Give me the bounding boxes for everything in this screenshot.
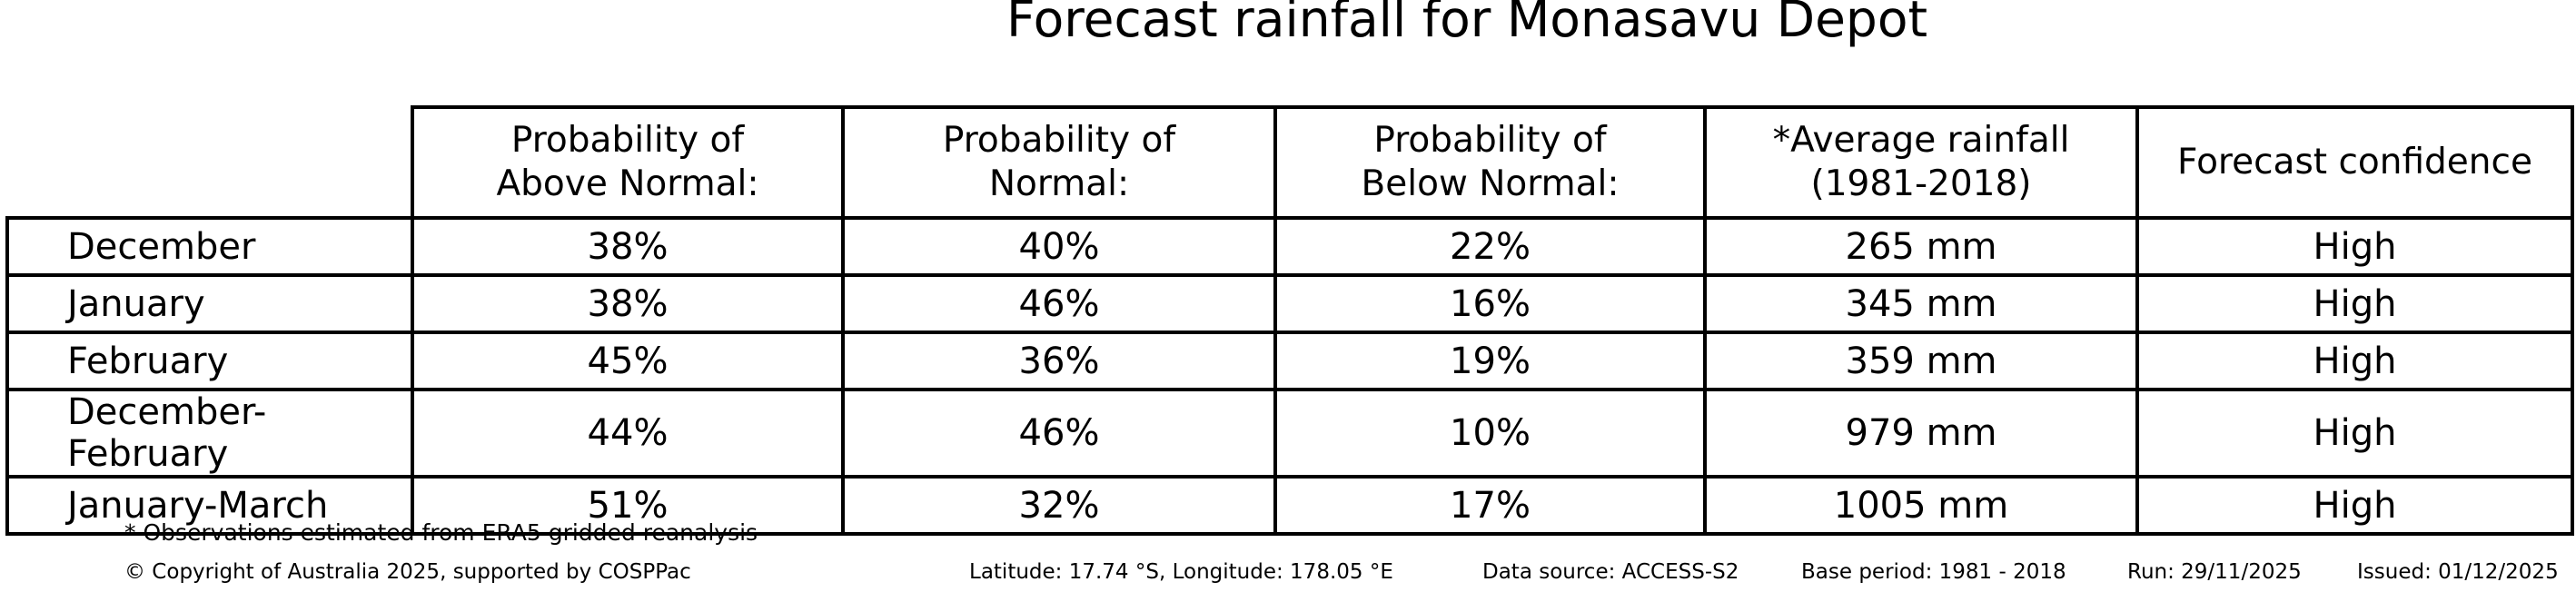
row-header: January-March (5, 475, 414, 536)
table-cell: 17% (1273, 475, 1707, 536)
table-cell: 36% (841, 331, 1277, 391)
table-cell: 38% (411, 216, 845, 277)
table-cell: 1005 mm (1703, 475, 2139, 536)
table-cell: 51% (411, 475, 845, 536)
col-header-below-normal: Probability of Below Normal: (1273, 105, 1707, 220)
corner-cell (7, 107, 412, 218)
table-row: February 45% 36% 19% 359 mm High (5, 331, 2574, 391)
table-cell: 265 mm (1703, 216, 2139, 277)
table-cell: 10% (1273, 388, 1707, 479)
col-header-forecast-confidence: Forecast confidence (2135, 105, 2574, 220)
table-cell: 19% (1273, 331, 1707, 391)
table-cell: 979 mm (1703, 388, 2139, 479)
col-header-normal: Probability of Normal: (841, 105, 1277, 220)
row-header: February (5, 331, 414, 391)
forecast-table: Probability of Above Normal: Probability… (5, 105, 2574, 536)
table-cell: 46% (841, 388, 1277, 479)
table-cell: 359 mm (1703, 331, 2139, 391)
row-header: January (5, 273, 414, 334)
table-cell: High (2135, 273, 2574, 334)
table-row: December 38% 40% 22% 265 mm High (5, 216, 2574, 277)
table-cell: High (2135, 475, 2574, 536)
table-row: January 38% 46% 16% 345 mm High (5, 273, 2574, 334)
latitude-longitude-text: Latitude: 17.74 °S, Longitude: 178.05 °E (969, 560, 1393, 584)
table-cell: 22% (1273, 216, 1707, 277)
table-row: December-February 44% 46% 10% 979 mm Hig… (5, 388, 2574, 479)
row-header: December (5, 216, 414, 277)
table-cell: 46% (841, 273, 1277, 334)
table-cell: 40% (841, 216, 1277, 277)
figure-title: Forecast rainfall for Monasavu Depot (1006, 0, 1928, 48)
table-cell: 44% (411, 388, 845, 479)
table-cell: 38% (411, 273, 845, 334)
table-cell: High (2135, 331, 2574, 391)
table-cell: 32% (841, 475, 1277, 536)
issued-date-text: Issued: 01/12/2025 (2357, 560, 2559, 584)
observations-footnote: * Observations estimated from ERA5 gridd… (124, 519, 758, 546)
table-cell: 45% (411, 331, 845, 391)
row-header: December-February (5, 388, 414, 479)
header-row: Probability of Above Normal: Probability… (7, 105, 2574, 220)
table-cell: 345 mm (1703, 273, 2139, 334)
table-cell: High (2135, 388, 2574, 479)
copyright-text: © Copyright of Australia 2025, supported… (124, 560, 691, 584)
table-cell: 16% (1273, 273, 1707, 334)
table-cell: High (2135, 216, 2574, 277)
run-date-text: Run: 29/11/2025 (2127, 560, 2302, 584)
table-row: January-March 51% 32% 17% 1005 mm High (5, 475, 2574, 536)
data-source-text: Data source: ACCESS-S2 (1482, 560, 1739, 584)
base-period-text: Base period: 1981 - 2018 (1801, 560, 2066, 584)
col-header-above-normal: Probability of Above Normal: (411, 105, 845, 220)
col-header-average-rainfall: *Average rainfall (1981-2018) (1703, 105, 2139, 220)
